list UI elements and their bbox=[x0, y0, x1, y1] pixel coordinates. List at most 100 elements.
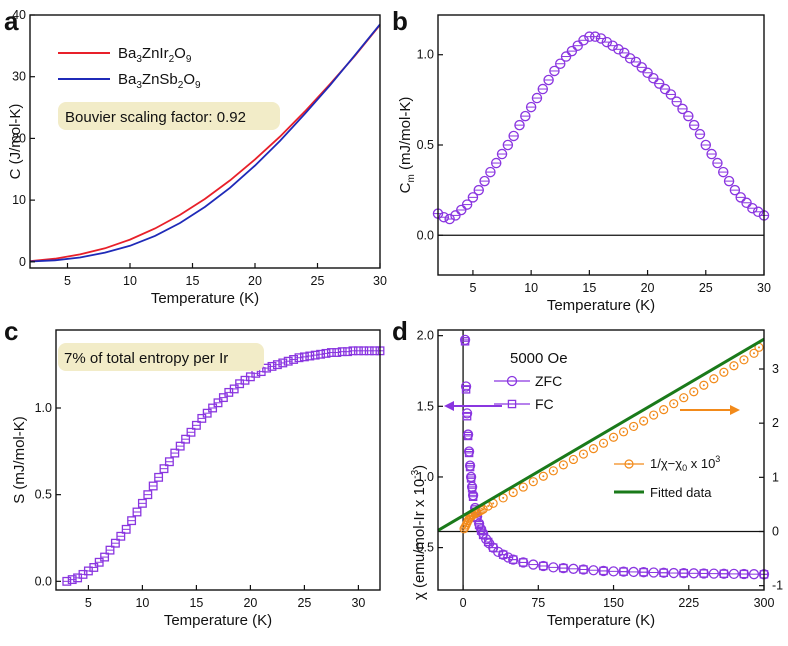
panel-a-xtick-label: 30 bbox=[373, 274, 387, 288]
panel-d-inverse-chi-point bbox=[628, 421, 639, 432]
panel-d-inverse-chi-point-dot bbox=[632, 425, 635, 428]
panel-a-label: a bbox=[4, 6, 19, 36]
panel-a-ylabel: C (J/mol-K) bbox=[7, 104, 24, 180]
panel-a-xtick-label: 5 bbox=[64, 274, 71, 288]
panel-b-xtick-label: 10 bbox=[524, 281, 538, 295]
panel-d-inverse-chi-point-dot bbox=[672, 402, 675, 405]
panel-a-xtick-label: 25 bbox=[311, 274, 325, 288]
panel-c-annotation-box bbox=[58, 343, 264, 371]
panel-d-inverse-chi-point-dot bbox=[492, 502, 495, 505]
panel-d-inverse-chi-point-dot bbox=[612, 436, 615, 439]
panel-d-xlabel: Temperature (K) bbox=[547, 612, 655, 629]
panel-d-inverse-chi-point-dot bbox=[562, 463, 565, 466]
panel-d-inverse-chi-point bbox=[669, 399, 679, 409]
panel-d-inverse-chi-point bbox=[498, 493, 508, 503]
panel-c-xtick-label: 15 bbox=[189, 596, 203, 610]
panel-d-legend bbox=[494, 375, 644, 494]
legend-item-fitted-data: Fitted data bbox=[650, 485, 712, 500]
panel-a-annotation-box bbox=[58, 102, 280, 130]
panel-b-xtick-label: 20 bbox=[641, 281, 655, 295]
panel-c-xtick-label: 20 bbox=[243, 596, 257, 610]
panel-d-inverse-chi-point-dot bbox=[582, 453, 585, 456]
panel-b-plot: 5 10 15 20 25 30 Temperature (K) 0.0 0.5 1.0 Cm (m… bbox=[397, 14, 771, 314]
panel-b-xtick-label: 5 bbox=[469, 281, 476, 295]
panel-d-xtick-label: 75 bbox=[531, 596, 545, 610]
panel-d-inverse-chi-point bbox=[618, 427, 629, 437]
panel-b-ytick-label: 0.0 bbox=[417, 228, 434, 242]
panel-a: a 5 10 15 20 25 30 Temperature (K) 0 10 20 30 40 C (… bbox=[4, 6, 387, 307]
panel-d-inverse-chi-point-dot bbox=[722, 371, 725, 374]
panel-d-inverse-chi-point bbox=[548, 466, 558, 476]
panel-c-xtick-label: 10 bbox=[135, 596, 149, 610]
panel-d-inverse-chi-point-dot bbox=[552, 469, 555, 472]
panel-d-inverse-chi-point bbox=[679, 393, 689, 403]
panel-c: c 5 10 15 20 25 30 Temperature (K) 0.0 0.5 1.0 S (… bbox=[4, 316, 385, 629]
panel-b: b 5 10 15 20 25 30 Temperature (K) 0.0 0.5 1.0 Cm … bbox=[392, 6, 771, 314]
panel-d-inverse-chi-point-dot bbox=[702, 384, 705, 387]
panel-c-ytick-label: 0.5 bbox=[35, 488, 52, 502]
panel-d-inverse-chi-point-dot bbox=[480, 509, 483, 512]
panel-d-xtick-label: 225 bbox=[678, 596, 699, 610]
panel-d-inverse-chi-point bbox=[598, 438, 609, 448]
panel-d-inverse-chi-point-dot bbox=[742, 358, 745, 361]
panel-b-xtick-label: 30 bbox=[757, 281, 771, 295]
panel-a-xlabel: Temperature (K) bbox=[151, 290, 259, 307]
legend-inverse-chi-marker bbox=[624, 459, 634, 469]
legend-item-fc: FC bbox=[535, 396, 554, 412]
panel-b-ytick-label: 1.0 bbox=[417, 48, 434, 62]
panel-c-plot: 5 10 15 20 25 30 Temperature (K) 0.0 0.5 1.0 S (mJ… bbox=[11, 329, 385, 629]
panel-a-xtick-label: 20 bbox=[248, 274, 262, 288]
panel-d-inverse-chi-point bbox=[659, 405, 669, 415]
panel-d-inverse-chi-point-dot bbox=[642, 420, 645, 422]
panel-a-ytick-label: 30 bbox=[12, 70, 26, 84]
panel-d-plot: 0 75 150 225 300 Temperature (K) 0.5 1.0 1.5 2.0 -… bbox=[417, 329, 784, 629]
panel-a-xtick-label: 10 bbox=[123, 274, 137, 288]
panel-a-ytick-label: 20 bbox=[12, 131, 26, 145]
panel-b-frame bbox=[437, 14, 765, 276]
panel-d-inverse-chi-point-dot bbox=[592, 447, 595, 450]
panel-b-ylabel: Cm (mJ/mol-K) bbox=[397, 97, 417, 194]
panel-a-ytick-label: 40 bbox=[12, 8, 26, 22]
panel-d-inverse-chi-point bbox=[568, 454, 579, 465]
panel-b-xlabel: Temperature (K) bbox=[547, 297, 655, 314]
panel-a-ytick-label: 10 bbox=[12, 193, 26, 207]
panel-a-plot: 5 10 15 20 25 30 Temperature (K) 0 10 20 30 40 C (J/… bbox=[7, 8, 387, 307]
legend-item-ba3znir2o9: Ba3ZnIr2O9 bbox=[118, 45, 192, 65]
panel-d-inverse-chi-point bbox=[699, 380, 709, 390]
panel-d-inverse-chi-point-dot bbox=[572, 458, 575, 461]
panel-d-inverse-chi-point-dot bbox=[542, 475, 545, 478]
panel-d-right-axis-arrowhead bbox=[730, 405, 740, 415]
panel-a-ytick-label: 0 bbox=[19, 255, 26, 269]
panel-b-ytick-label: 0.5 bbox=[417, 138, 434, 152]
panel-d-inverse-chi-point-dot bbox=[712, 377, 715, 380]
panel-a-series-ba3znir2o9-line bbox=[29, 24, 381, 263]
panel-d-ylabel: χ (emu/mol-Ir x 10-3) bbox=[410, 465, 428, 600]
panel-b-xtick-label: 15 bbox=[582, 281, 596, 295]
panel-d-inverse-chi-point bbox=[518, 482, 528, 492]
panel-b-ylabel-sub: m bbox=[406, 174, 417, 182]
panel-a-xtick-label: 15 bbox=[186, 274, 200, 288]
panel-d-left-axis-arrowhead bbox=[444, 401, 454, 411]
panel-c-xtick-label: 5 bbox=[85, 596, 92, 610]
panel-c-ylabel: S (mJ/mol-K) bbox=[11, 416, 28, 504]
panel-d-inverse-chi-point bbox=[538, 471, 548, 481]
panel-d-ytick-label: 2.0 bbox=[417, 329, 434, 343]
panel-d-inverse-chi-point-dot bbox=[602, 442, 605, 445]
panel-d-ytick-right-label: 0 bbox=[772, 525, 779, 539]
panel-d-inverse-chi-point bbox=[749, 348, 759, 358]
panel-c-frame bbox=[55, 329, 381, 591]
panel-d-inverse-chi-point bbox=[558, 460, 568, 470]
panel-d-inverse-chi-point-dot bbox=[682, 396, 685, 399]
panel-d-inverse-chi-point bbox=[709, 374, 719, 384]
panel-b-xtick-label: 25 bbox=[699, 281, 713, 295]
panel-d-xtick-label: 150 bbox=[603, 596, 624, 610]
legend-item-ba3znsb2o9: Ba3ZnSb2O9 bbox=[118, 71, 201, 91]
panel-b-ylabel-tail: (mJ/mol-K) bbox=[397, 97, 414, 175]
panel-d-inverse-chi-point-dot bbox=[662, 408, 665, 411]
panel-a-legend: Ba3ZnIr2O9 Ba3ZnSb2O9 bbox=[58, 45, 201, 91]
panel-a-annotation: Bouvier scaling factor: 0.92 bbox=[65, 109, 246, 126]
panel-c-ytick-label: 0.0 bbox=[35, 574, 52, 588]
panel-d-inverse-chi-point-dot bbox=[522, 486, 525, 489]
panel-d-inverse-chi-point-dot bbox=[512, 491, 515, 494]
